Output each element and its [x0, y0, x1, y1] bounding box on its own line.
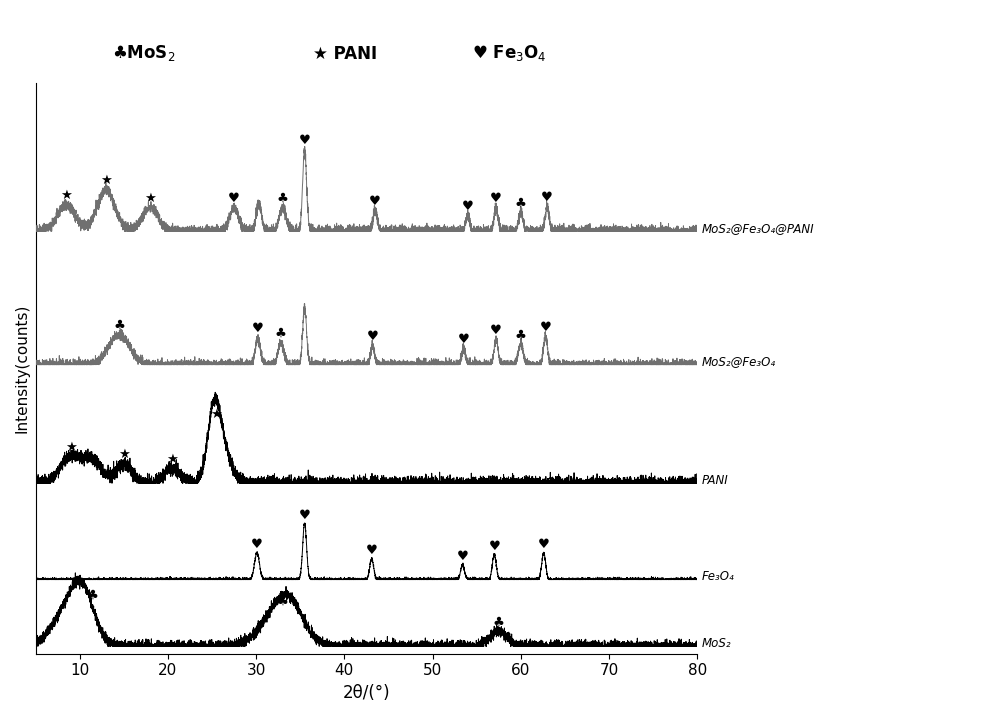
Text: ★ PANI: ★ PANI	[313, 45, 378, 63]
Text: ♥: ♥	[299, 509, 311, 522]
Text: ♥ Fe$_3$O$_4$: ♥ Fe$_3$O$_4$	[472, 43, 547, 63]
Y-axis label: Intensity(counts): Intensity(counts)	[15, 304, 30, 433]
Text: ♣: ♣	[277, 191, 289, 204]
Text: ★: ★	[166, 452, 178, 465]
Text: ♥: ♥	[251, 538, 263, 551]
Text: ★: ★	[144, 191, 156, 204]
Text: ♥: ♥	[252, 322, 264, 335]
Text: ♥: ♥	[541, 191, 553, 204]
Text: ♥: ♥	[540, 320, 551, 333]
Text: ★: ★	[60, 189, 72, 201]
Text: ★: ★	[65, 441, 77, 454]
Text: ★: ★	[118, 448, 130, 461]
X-axis label: 2θ/(°): 2θ/(°)	[343, 684, 390, 702]
Text: ♣MoS$_2$: ♣MoS$_2$	[112, 43, 175, 63]
Text: ♣: ♣	[87, 589, 99, 602]
Text: ♣: ♣	[275, 326, 287, 339]
Text: ♥: ♥	[457, 549, 468, 563]
Text: ♣: ♣	[113, 319, 125, 332]
Text: ★: ★	[210, 408, 222, 421]
Text: ♥: ♥	[369, 195, 381, 208]
Text: ♥: ♥	[490, 192, 502, 205]
Text: ★: ★	[100, 174, 112, 186]
Text: ♥: ♥	[299, 134, 311, 147]
Text: ♥: ♥	[228, 191, 240, 204]
Text: MoS₂@Fe₃O₄: MoS₂@Fe₃O₄	[702, 355, 776, 369]
Text: ♥: ♥	[538, 538, 550, 551]
Text: ♣: ♣	[515, 328, 527, 342]
Text: ♥: ♥	[367, 330, 378, 343]
Text: Fe₃O₄: Fe₃O₄	[702, 570, 734, 583]
Text: MoS₂: MoS₂	[702, 637, 731, 650]
Text: ♥: ♥	[488, 540, 500, 553]
Text: ♣: ♣	[277, 595, 289, 608]
Text: ♣: ♣	[515, 196, 527, 210]
Text: ♥: ♥	[366, 544, 378, 557]
Text: ♥: ♥	[457, 333, 469, 346]
Text: ♥: ♥	[490, 324, 502, 337]
Text: PANI: PANI	[702, 474, 728, 487]
Text: ♣: ♣	[493, 617, 505, 630]
Text: MoS₂@Fe₃O₄@PANI: MoS₂@Fe₃O₄@PANI	[702, 222, 814, 234]
Text: ♥: ♥	[462, 200, 474, 213]
